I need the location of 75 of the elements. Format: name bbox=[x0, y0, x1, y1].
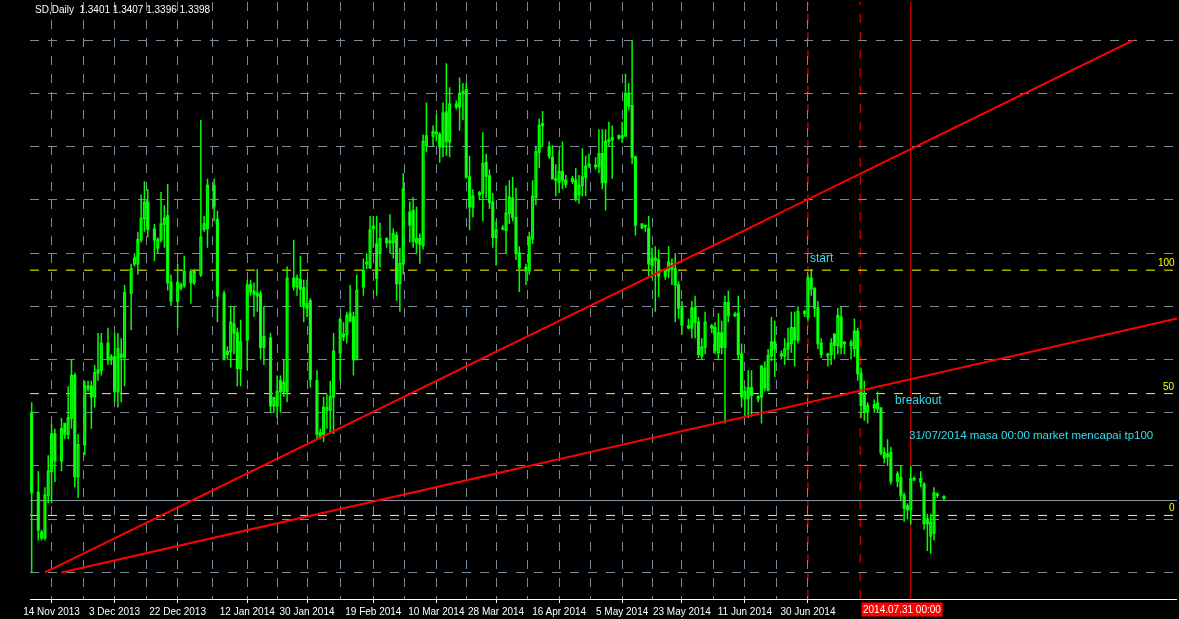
candlestick bbox=[245, 279, 249, 371]
candlestick bbox=[716, 312, 720, 361]
x-tick-label: 30 Jun 2014 bbox=[780, 606, 836, 617]
candlestick bbox=[839, 305, 843, 355]
candlestick bbox=[368, 215, 372, 270]
x-tick-label: 3 Dec 2013 bbox=[89, 606, 141, 617]
candlestick bbox=[653, 245, 657, 313]
candlestick bbox=[268, 332, 273, 414]
x-tick-label: 5 May 2014 bbox=[596, 606, 649, 617]
candlestick bbox=[942, 494, 946, 502]
candlestick bbox=[275, 374, 279, 419]
candlestick bbox=[640, 223, 644, 230]
candlestick bbox=[229, 305, 233, 369]
candlestick bbox=[182, 255, 186, 289]
chart-title: SD,Daily 1.3401 1.3407 1.3396 1.3398 bbox=[35, 4, 211, 15]
annotation: 100 bbox=[1158, 257, 1176, 268]
x-tick-label: 10 Mar 2014 bbox=[408, 606, 465, 617]
candlestick bbox=[673, 252, 677, 324]
candlestick bbox=[222, 289, 226, 361]
candlestick bbox=[560, 140, 565, 191]
candlestick bbox=[338, 316, 342, 382]
candlestick bbox=[189, 268, 193, 305]
candlestick bbox=[106, 326, 110, 366]
candlestick bbox=[610, 124, 614, 180]
x-tick-label: 11 Jun 2014 bbox=[717, 606, 773, 617]
x-tick-label: 19 Feb 2014 bbox=[345, 606, 402, 617]
candlestick bbox=[285, 265, 289, 403]
candlestick bbox=[113, 332, 117, 403]
x-tick-label: 16 Apr 2014 bbox=[532, 606, 587, 617]
candlestick bbox=[647, 215, 651, 279]
annotation: start bbox=[810, 251, 834, 265]
x-tick-label: 28 Mar 2014 bbox=[468, 606, 525, 617]
candlestick bbox=[690, 300, 694, 340]
x-tick-label: 12 Jan 2014 bbox=[219, 606, 276, 617]
candlestick bbox=[205, 177, 210, 249]
x-tick-label: 23 May 2014 bbox=[652, 606, 712, 617]
candlestick bbox=[152, 223, 156, 262]
candlestick bbox=[322, 396, 326, 443]
candlestick bbox=[458, 76, 462, 132]
candlestick bbox=[331, 332, 336, 435]
candlestick bbox=[176, 263, 180, 329]
candlestick bbox=[793, 310, 797, 368]
candlestick bbox=[83, 380, 87, 457]
candlestick bbox=[36, 470, 40, 542]
candlestick bbox=[361, 257, 365, 297]
candlestick bbox=[408, 200, 412, 244]
candlestick bbox=[375, 215, 379, 297]
candlestick bbox=[99, 332, 103, 377]
annotation: 0 bbox=[1169, 502, 1175, 513]
candlestick bbox=[909, 465, 913, 526]
candlestick bbox=[481, 131, 485, 222]
candlestick bbox=[773, 319, 777, 378]
candlestick bbox=[444, 62, 448, 157]
candlestick bbox=[504, 184, 508, 254]
candlestick bbox=[723, 294, 727, 425]
candlestick bbox=[239, 318, 243, 387]
candlestick bbox=[116, 332, 120, 409]
candlestick bbox=[292, 239, 296, 292]
candlestick bbox=[59, 417, 64, 473]
candlestick bbox=[199, 119, 203, 278]
candlestick bbox=[574, 167, 578, 203]
x-tick-label: 30 Jan 2014 bbox=[279, 606, 335, 617]
text: 2014.07.31 00:00 bbox=[863, 604, 942, 615]
candlestick bbox=[315, 369, 319, 441]
candlestick bbox=[411, 196, 415, 249]
annotation: 50 bbox=[1163, 381, 1175, 392]
x-tick-label: 22 Dec 2013 bbox=[149, 606, 207, 617]
candlestick bbox=[806, 273, 810, 322]
candlestick bbox=[829, 337, 833, 366]
candlestick bbox=[388, 213, 392, 254]
candlestick bbox=[30, 401, 34, 574]
candlestick bbox=[746, 369, 750, 419]
candlestick bbox=[759, 364, 764, 425]
candlestick bbox=[50, 422, 54, 504]
x-tick-label: 14 Nov 2013 bbox=[23, 606, 81, 617]
